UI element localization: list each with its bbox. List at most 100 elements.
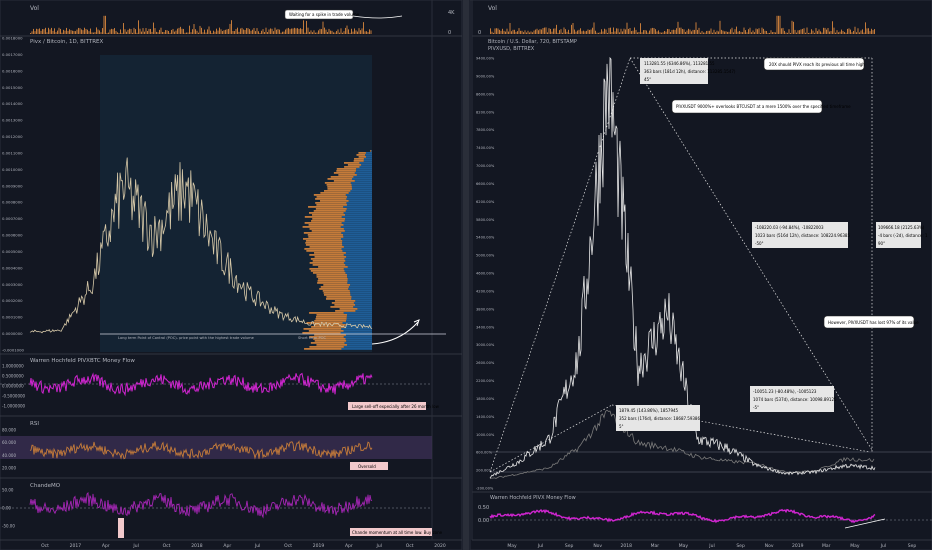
right-vol-bar-43 — [554, 28, 556, 34]
left-vol-bar-14 — [51, 27, 52, 34]
right-vol-bar-158 — [727, 31, 728, 34]
left-profile-blue-60 — [344, 270, 372, 272]
left-vol-bar-206 — [339, 32, 340, 34]
right-vol-bar-2 — [493, 32, 494, 34]
left-profile-blue-12 — [356, 174, 372, 176]
left-vol-bar-20 — [60, 28, 61, 34]
left-profile-orange-24 — [315, 198, 347, 200]
left-profile-orange-20 — [324, 190, 351, 192]
left-vol-bar-166 — [279, 29, 280, 34]
left-vol-callout: Waiting for a spike in trade volume — [289, 12, 360, 17]
left-vol-bar-85 — [157, 32, 159, 34]
right-vol-bar-238 — [847, 28, 848, 34]
left-profile-blue-3 — [365, 156, 372, 158]
right-xtick-7: Jul — [708, 543, 714, 549]
right-vol-bar-191 — [776, 15, 778, 35]
left-rsi-line — [29, 440, 373, 460]
right-pivx-line — [489, 56, 876, 479]
left-vol-bar-81 — [151, 31, 153, 34]
left-profile-orange-27 — [316, 204, 347, 206]
left-vol-bar-118 — [207, 29, 208, 34]
right-vol-bar-159 — [728, 31, 730, 34]
right-vol-bar-157 — [725, 31, 727, 34]
left-vol-bar-144 — [246, 28, 247, 34]
left-vol-bar-66 — [129, 28, 130, 34]
right-vol-bar-75 — [602, 31, 604, 34]
right-callout-low-box — [823, 315, 915, 329]
left-rsi-title: RSI — [30, 421, 39, 427]
left-profile-orange-49 — [304, 248, 342, 250]
left-profile-blue-52 — [343, 254, 372, 256]
right-vol-bar-241 — [851, 32, 853, 34]
left-mf-title: Warren Hochfeld PIVXBTC Money Flow — [30, 358, 135, 364]
right-vol-bar-45 — [557, 32, 559, 34]
left-profile-blue-4 — [363, 158, 372, 160]
right-vol-bar-47 — [560, 29, 562, 34]
left-profile-orange-53 — [314, 256, 347, 258]
left-vol-bar-28 — [72, 30, 73, 34]
left-profile-orange-35 — [311, 220, 345, 222]
right-vol-bar-163 — [734, 29, 736, 34]
right-vol-bar-55 — [572, 23, 574, 34]
left-vol-bar-21 — [61, 32, 63, 34]
right-vol-bar-190 — [775, 32, 776, 34]
left-poc-annotation: Long term Point of Control (POC)- price … — [118, 336, 255, 340]
left-vol-bar-54 — [111, 28, 112, 34]
left-profile-orange-52 — [309, 254, 344, 256]
left-rsi-ytick-2: 40.000 — [2, 453, 16, 458]
right-vol-bar-94 — [631, 31, 632, 34]
right-price-ytick-6: 7000.00% — [476, 164, 495, 168]
right-measure-2: -108220.03 (-94.84%), -10822003 1023 bar… — [752, 222, 850, 248]
left-vol-bar-12 — [48, 27, 49, 34]
left-vol-bar-88 — [162, 31, 163, 34]
left-profile-blue-18 — [351, 186, 372, 188]
right-vol-bar-140 — [700, 32, 701, 34]
left-price-ytick-18: 0.0000000 — [2, 331, 23, 336]
left-xaxis: Oct 2017 Apr Jul Oct 2018 Apr Jul Oct 2019 Apr Jul O… — [41, 543, 446, 549]
left-mf-ytick-1: 0.5000000 — [2, 374, 24, 379]
left-xtick-5: 2018 — [191, 543, 203, 549]
left-vol-bar-154 — [261, 30, 262, 34]
left-vol-bar-135 — [232, 30, 234, 34]
left-profile-blue-17 — [351, 184, 372, 186]
left-vol-bar-29 — [73, 30, 75, 34]
left-mf-callout: Large sell-off expecially after 26 month… — [352, 404, 440, 409]
right-vol-bar-256 — [874, 29, 875, 34]
right-price-ytick-11: 5000.00% — [476, 254, 495, 258]
left-profile-orange-0 — [370, 150, 372, 152]
right-vol-bar-64 — [586, 30, 587, 34]
left-vol-bar-125 — [217, 30, 219, 34]
left-vol-bar-107 — [190, 32, 192, 34]
left-vol-bar-201 — [331, 30, 333, 34]
left-profile-orange-12 — [338, 174, 357, 176]
left-price-ytick-6: 0.0012000 — [2, 134, 23, 139]
right-vol-bar-19 — [518, 28, 520, 34]
right-vol-bar-184 — [766, 30, 767, 34]
right-measure-5-l1: 1879.45 (143.86%), 1857945 — [619, 408, 679, 413]
right-measure-1: 113281.55 (6346.86%), 113281.55 363 bars… — [640, 58, 736, 84]
left-profile-orange-31 — [309, 212, 344, 214]
left-vol-bar-138 — [237, 27, 238, 34]
left-vol-bar-225 — [367, 32, 369, 34]
right-vol-bar-37 — [545, 27, 547, 34]
right-vol-bar-146 — [709, 30, 710, 34]
left-price-ytick-13: 0.0005000 — [2, 249, 23, 254]
right-vol-bar-118 — [667, 28, 668, 34]
left-vol-bar-151 — [256, 28, 258, 34]
left-vol-bar-208 — [342, 32, 343, 34]
right-vol-bar-219 — [818, 29, 820, 34]
left-profile-blue-98 — [343, 346, 372, 348]
right-vol-bar-124 — [676, 28, 677, 34]
right-vol-bar-130 — [685, 31, 686, 34]
right-vol-bar-218 — [817, 31, 818, 34]
right-vol-bar-244 — [856, 32, 857, 34]
left-profile-blue-72 — [350, 294, 372, 296]
left-vol-bar-6 — [39, 28, 40, 34]
left-vol-bar-130 — [225, 29, 226, 34]
left-vol-bar-167 — [280, 32, 282, 34]
right-xtick-2: Sep — [565, 543, 574, 549]
left-profile-blue-8 — [359, 166, 372, 168]
left-vol-bar-121 — [211, 32, 213, 34]
left-rsi-callout: Oversold — [358, 464, 376, 469]
right-vol-bar-88 — [622, 31, 623, 34]
